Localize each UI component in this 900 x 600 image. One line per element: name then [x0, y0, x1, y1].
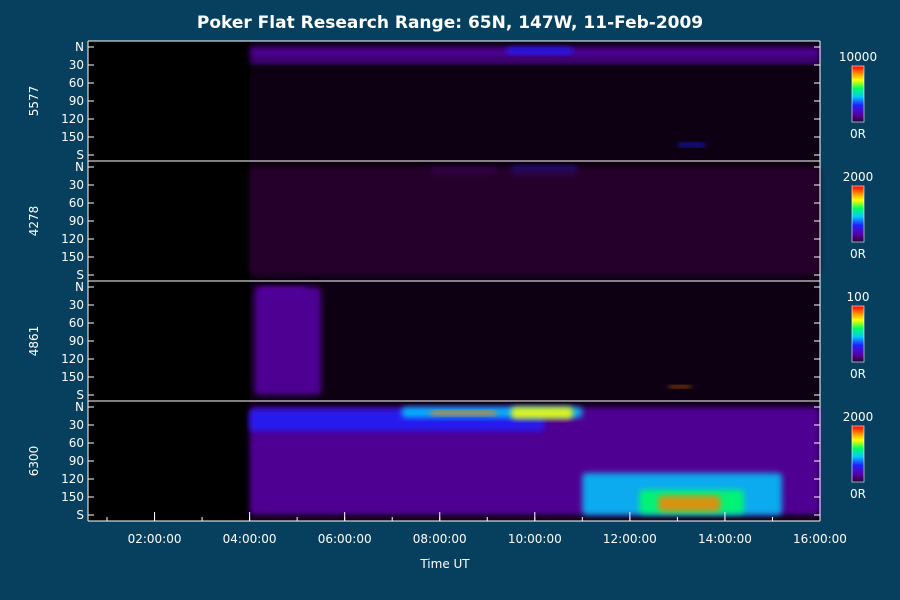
y-tick-label: S: [76, 268, 84, 282]
x-axis-label: Time UT: [419, 557, 470, 571]
panel-ylabel: 4861: [27, 326, 41, 357]
colorbar: [851, 65, 865, 123]
y-tick-label: 90: [69, 94, 84, 108]
emission-feature: [430, 410, 497, 416]
panel-4861: N 30 60 90 120 150 S 4861 100 0R: [27, 280, 869, 402]
emission-feature: [249, 59, 821, 64]
emission-feature: [658, 495, 721, 512]
y-tick-label: S: [76, 148, 84, 162]
chart-title: Poker Flat Research Range: 65N, 147W, 11…: [197, 13, 703, 33]
y-tick-label: 150: [61, 490, 84, 504]
panel-ylabel: 6300: [27, 446, 41, 477]
colorbar-max-label: 2000: [843, 410, 874, 424]
x-tick-label: 10:00:00: [508, 532, 562, 546]
y-tick-label: 120: [61, 352, 84, 366]
colorbar-max-label: 100: [847, 290, 870, 304]
y-tick-label: 30: [69, 178, 84, 192]
colorbar: [851, 185, 865, 243]
panel-4278: N 30 60 90 120 150 S 4278 2000 0R: [27, 160, 873, 282]
y-tick-label: 120: [61, 472, 84, 486]
y-tick-label: 150: [61, 370, 84, 384]
colorbar-min-label: 0R: [850, 367, 866, 381]
x-tick-label: 04:00:00: [223, 532, 277, 546]
x-tick-label: 16:00:00: [793, 532, 847, 546]
y-tick-label: S: [76, 388, 84, 402]
colorbar-min-label: 0R: [850, 127, 866, 141]
y-tick-label: 30: [69, 418, 84, 432]
emission-feature: [259, 287, 307, 293]
emission-feature: [254, 287, 321, 395]
emission-feature: [249, 167, 821, 275]
y-tick-label: N: [75, 400, 84, 414]
colorbar-min-label: 0R: [850, 487, 866, 501]
panel-5577: N 30 60 90 120 150 S 5577 10000 0R: [27, 40, 877, 162]
y-tick-label: 30: [69, 298, 84, 312]
y-tick-label: 30: [69, 58, 84, 72]
y-tick-label: 150: [61, 250, 84, 264]
emission-feature: [667, 385, 692, 388]
colorbar-max-label: 10000: [839, 50, 877, 64]
y-tick-label: N: [75, 160, 84, 174]
panel-ylabel: 5577: [27, 86, 41, 117]
data-region: [249, 281, 821, 401]
y-tick-label: S: [76, 508, 84, 522]
y-tick-label: 90: [69, 454, 84, 468]
y-tick-label: 150: [61, 130, 84, 144]
x-tick-label: 12:00:00: [603, 532, 657, 546]
x-axis: 02:00:00 04:00:00 06:00:00 08:00:00 10:00:00…: [106, 512, 847, 546]
x-tick-label: 14:00:00: [698, 532, 752, 546]
colorbar-max-label: 2000: [843, 170, 874, 184]
y-tick-label: 60: [69, 316, 84, 330]
colorbar-min-label: 0R: [850, 247, 866, 261]
panel-ylabel: 4278: [27, 206, 41, 237]
y-tick-label: 120: [61, 112, 84, 126]
emission-feature: [511, 407, 573, 419]
x-tick-label: 08:00:00: [413, 532, 467, 546]
y-tick-label: 90: [69, 214, 84, 228]
y-tick-label: 60: [69, 76, 84, 90]
y-tick-label: 60: [69, 196, 84, 210]
y-tick-label: N: [75, 280, 84, 294]
x-tick-label: 02:00:00: [128, 532, 182, 546]
emission-feature: [506, 47, 573, 55]
x-tick-label: 06:00:00: [318, 532, 372, 546]
colorbar: [851, 305, 865, 363]
y-tick-label: N: [75, 40, 84, 54]
panels-group: N 30 60 90 120 150 S 5577 10000 0R N 30 60 90 120 150 S 4…: [27, 40, 877, 522]
y-tick-label: 60: [69, 436, 84, 450]
y-tick-label: 90: [69, 334, 84, 348]
emission-feature: [677, 143, 706, 147]
y-tick-label: 120: [61, 232, 84, 246]
colorbar: [851, 425, 865, 483]
panel-6300: N 30 60 90 120 150 S 6300 2000 0R: [27, 400, 873, 522]
